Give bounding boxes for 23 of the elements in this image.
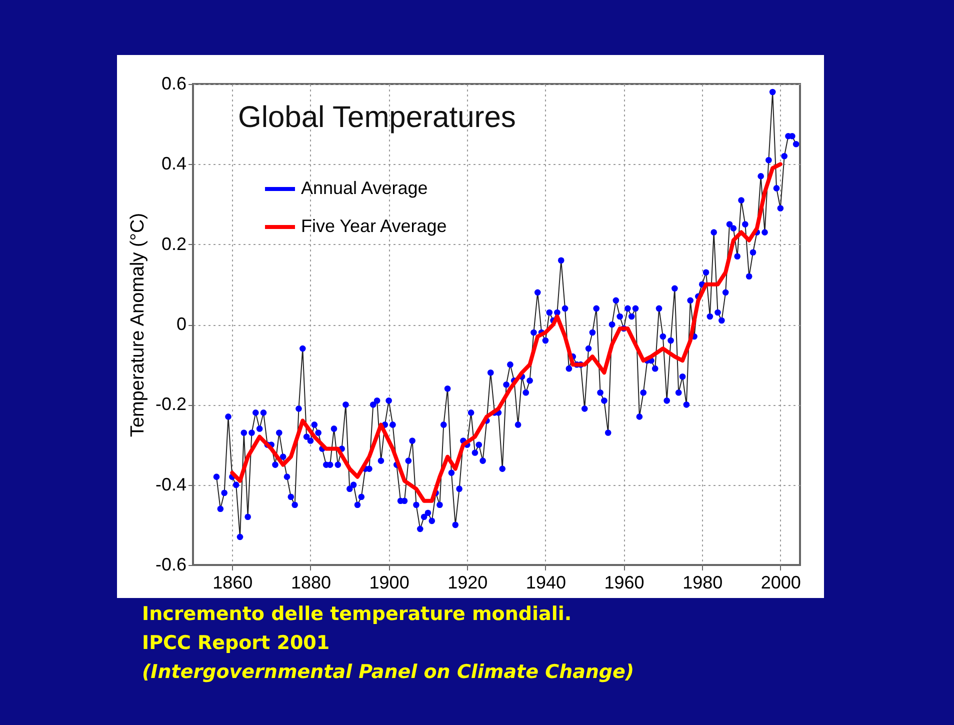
y-tick-label: -0.6 xyxy=(155,554,186,574)
x-tick-label: 1900 xyxy=(369,572,410,592)
y-tick-label: 0.6 xyxy=(161,74,186,94)
y-tick-label: -0.2 xyxy=(155,394,186,414)
text: Incremento delle temperature mondiali. xyxy=(142,602,573,627)
line-series xyxy=(230,162,782,503)
x-tick-label: 1880 xyxy=(290,572,332,592)
x-tick-label: 1940 xyxy=(526,572,566,592)
y-tick-label: 0.2 xyxy=(161,234,186,254)
text: Global Temperatures xyxy=(238,101,516,134)
text: (Intergovernmental Panel on Climate Change) xyxy=(142,660,634,685)
y-axis-title: Temperature Anomaly (°C) xyxy=(127,212,148,438)
y-tick-label: 0.4 xyxy=(161,154,186,174)
legend-label: Annual Average xyxy=(301,178,428,198)
legend-label: Five Year Average xyxy=(301,216,447,236)
x-tick-label: 1860 xyxy=(212,572,253,592)
x-tick-label: 1920 xyxy=(448,572,488,592)
x-tick-label: 1960 xyxy=(604,572,644,592)
text: IPCC Report 2001 xyxy=(142,631,331,656)
y-tick-label: -0.4 xyxy=(155,474,186,494)
x-tick-label: 2000 xyxy=(760,572,801,592)
x-tick-label: 1980 xyxy=(682,572,723,592)
y-tick-label: 0 xyxy=(176,314,186,334)
